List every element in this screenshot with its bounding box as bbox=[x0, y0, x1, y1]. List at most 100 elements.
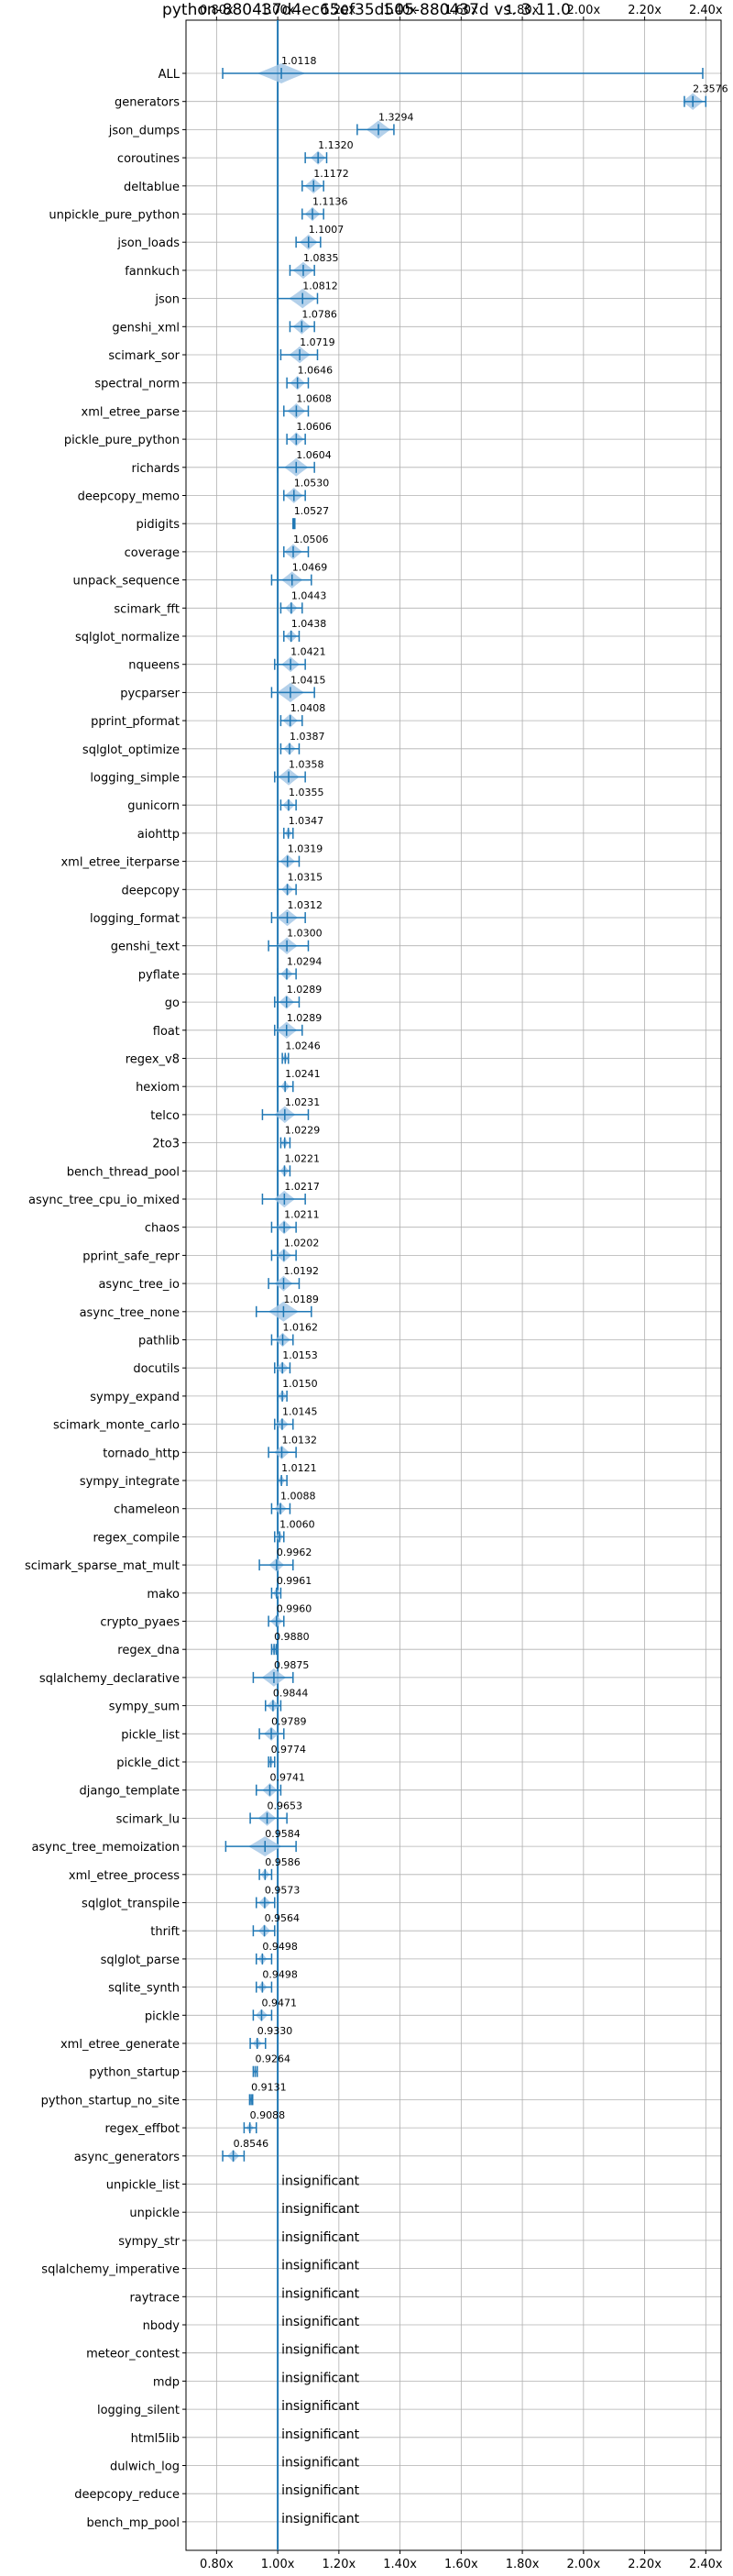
y-tick-label: deepcopy_memo bbox=[78, 490, 180, 504]
benchmark-group: 1.0358 bbox=[274, 759, 324, 786]
y-tick-label: json_dumps bbox=[108, 124, 180, 138]
y-tick-label: pickle_list bbox=[121, 1728, 180, 1742]
value-label: 1.0241 bbox=[285, 1068, 321, 1080]
benchmark-group: 1.0347 bbox=[283, 815, 323, 839]
value-label: 1.0202 bbox=[284, 1237, 320, 1249]
y-tick-label: sqlglot_optimize bbox=[82, 743, 180, 757]
y-tick-label: scimark_monte_carlo bbox=[53, 1419, 180, 1433]
y-tick-label: xml_etree_process bbox=[69, 1869, 180, 1883]
y-tick-label: json bbox=[154, 293, 180, 307]
insignificant-label: insignificant bbox=[281, 2174, 360, 2189]
value-label: 1.0719 bbox=[300, 336, 335, 348]
insignificant-label: insignificant bbox=[281, 2286, 360, 2301]
value-label: 1.0527 bbox=[294, 505, 330, 517]
benchmark-group: 1.0060 bbox=[274, 1518, 315, 1543]
x-tick-label-bottom: 2.40x bbox=[689, 2558, 723, 2571]
benchmark-group: 1.0192 bbox=[268, 1265, 319, 1292]
benchmark-group: 1.1007 bbox=[295, 224, 345, 250]
benchmark-group: 1.0438 bbox=[283, 618, 326, 643]
benchmark-group: 1.0121 bbox=[277, 1462, 317, 1486]
value-label: 1.0088 bbox=[280, 1491, 316, 1503]
value-label: 1.0153 bbox=[282, 1349, 318, 1361]
value-label: 1.0150 bbox=[282, 1378, 318, 1390]
value-label: 1.0408 bbox=[290, 702, 326, 714]
benchmark-group: 0.8546 bbox=[222, 2138, 269, 2163]
value-label: 1.0121 bbox=[281, 1462, 317, 1474]
benchmark-group: 1.0408 bbox=[279, 702, 326, 728]
benchmark-group: 1.0646 bbox=[286, 365, 333, 391]
x-tick-label-bottom: 2.00x bbox=[567, 2558, 601, 2571]
benchmark-group: 0.9789 bbox=[258, 1715, 307, 1741]
benchmark-group: 1.0300 bbox=[268, 928, 323, 954]
value-label: 0.9741 bbox=[269, 1772, 305, 1784]
benchmark-group: 1.0506 bbox=[283, 534, 329, 560]
benchmark-group: 1.0229 bbox=[279, 1125, 320, 1149]
y-tick-label: pprint_safe_repr bbox=[82, 1249, 180, 1263]
y-tick-label: genshi_text bbox=[111, 941, 180, 954]
y-tick-label: bench_mp_pool bbox=[86, 2516, 180, 2530]
y-tick-label: pickle_pure_python bbox=[64, 434, 180, 447]
insignificant-label: insignificant bbox=[281, 2371, 360, 2385]
y-tick-label: crypto_pyaes bbox=[100, 1616, 180, 1630]
y-tick-label: python_startup bbox=[89, 2066, 180, 2080]
benchmark-group: 1.1136 bbox=[301, 196, 348, 222]
y-tick-label: sympy_sum bbox=[109, 1701, 180, 1714]
value-label: 1.0060 bbox=[279, 1518, 315, 1530]
value-label: 1.0319 bbox=[288, 843, 323, 855]
benchmark-group: 1.0608 bbox=[283, 392, 332, 419]
value-label: 0.9330 bbox=[257, 2025, 293, 2037]
y-tick-label: xml_etree_parse bbox=[82, 405, 180, 419]
benchmark-group: 1.0145 bbox=[274, 1406, 317, 1431]
insignificant-label: insignificant bbox=[281, 2343, 360, 2358]
y-tick-label: nbody bbox=[143, 2319, 181, 2333]
value-label: 1.0312 bbox=[288, 899, 323, 911]
value-label: 1.1320 bbox=[318, 139, 354, 151]
insignificant-label: insignificant bbox=[281, 2399, 360, 2414]
value-label: 0.9584 bbox=[265, 1828, 301, 1840]
benchmark-group: 0.9498 bbox=[256, 1969, 298, 1993]
plot-frame bbox=[185, 19, 722, 2551]
y-tick-label: scimark_fft bbox=[114, 602, 180, 616]
x-tick-label-bottom: 1.40x bbox=[383, 2558, 417, 2571]
x-tick-label-top: 1.20x bbox=[323, 4, 356, 17]
x-tick-label-top: 0.80x bbox=[200, 4, 234, 17]
benchmark-group: 1.1172 bbox=[301, 168, 349, 194]
value-label: 1.0506 bbox=[293, 534, 329, 545]
value-label: 0.9960 bbox=[277, 1603, 312, 1615]
value-label: 1.0786 bbox=[301, 308, 337, 320]
x-tick-label-top: 1.00x bbox=[261, 4, 295, 17]
value-label: 0.9471 bbox=[261, 1997, 297, 2009]
y-tick-label: scimark_lu bbox=[116, 1812, 180, 1826]
y-tick-label: sqlglot_transpile bbox=[82, 1898, 180, 1911]
benchmark-group: 1.0132 bbox=[268, 1434, 317, 1459]
value-label: 1.0315 bbox=[288, 871, 323, 883]
benchmark-group: 1.0246 bbox=[281, 1040, 321, 1064]
benchmark-group: 1.0469 bbox=[270, 562, 327, 589]
y-tick-label: html5lib bbox=[131, 2432, 180, 2446]
benchmark-group: 2.3576 bbox=[682, 83, 728, 110]
benchmark-group: 0.9584 bbox=[224, 1828, 301, 1857]
insignificant-label: insignificant bbox=[281, 2512, 360, 2526]
benchmark-group: 0.9960 bbox=[268, 1603, 312, 1628]
benchmark-group: 0.9741 bbox=[256, 1772, 305, 1798]
value-label: 1.0608 bbox=[296, 392, 332, 404]
benchmark-group: 1.0189 bbox=[256, 1294, 319, 1322]
y-tick-label: ALL bbox=[159, 68, 181, 82]
y-tick-label: chaos bbox=[145, 1222, 180, 1236]
value-label: 0.9962 bbox=[277, 1547, 312, 1558]
y-tick-label: generators bbox=[115, 96, 180, 110]
benchmark-group: 1.1320 bbox=[304, 139, 354, 165]
value-label: 0.8546 bbox=[234, 2138, 269, 2150]
y-tick-label: sympy_str bbox=[118, 2235, 180, 2249]
benchmark-group: 1.0415 bbox=[270, 674, 325, 703]
benchmark-group: 0.9131 bbox=[248, 2081, 287, 2106]
value-label: 1.1007 bbox=[309, 224, 345, 236]
value-label: 1.3294 bbox=[378, 111, 414, 123]
value-label: 0.9498 bbox=[262, 1969, 298, 1981]
value-label: 1.0231 bbox=[285, 1096, 321, 1108]
x-tick-label-top: 1.40x bbox=[383, 4, 417, 17]
value-label: 1.1172 bbox=[313, 168, 349, 180]
y-tick-label: mdp bbox=[153, 2375, 180, 2389]
value-label: 0.9875 bbox=[274, 1659, 310, 1671]
